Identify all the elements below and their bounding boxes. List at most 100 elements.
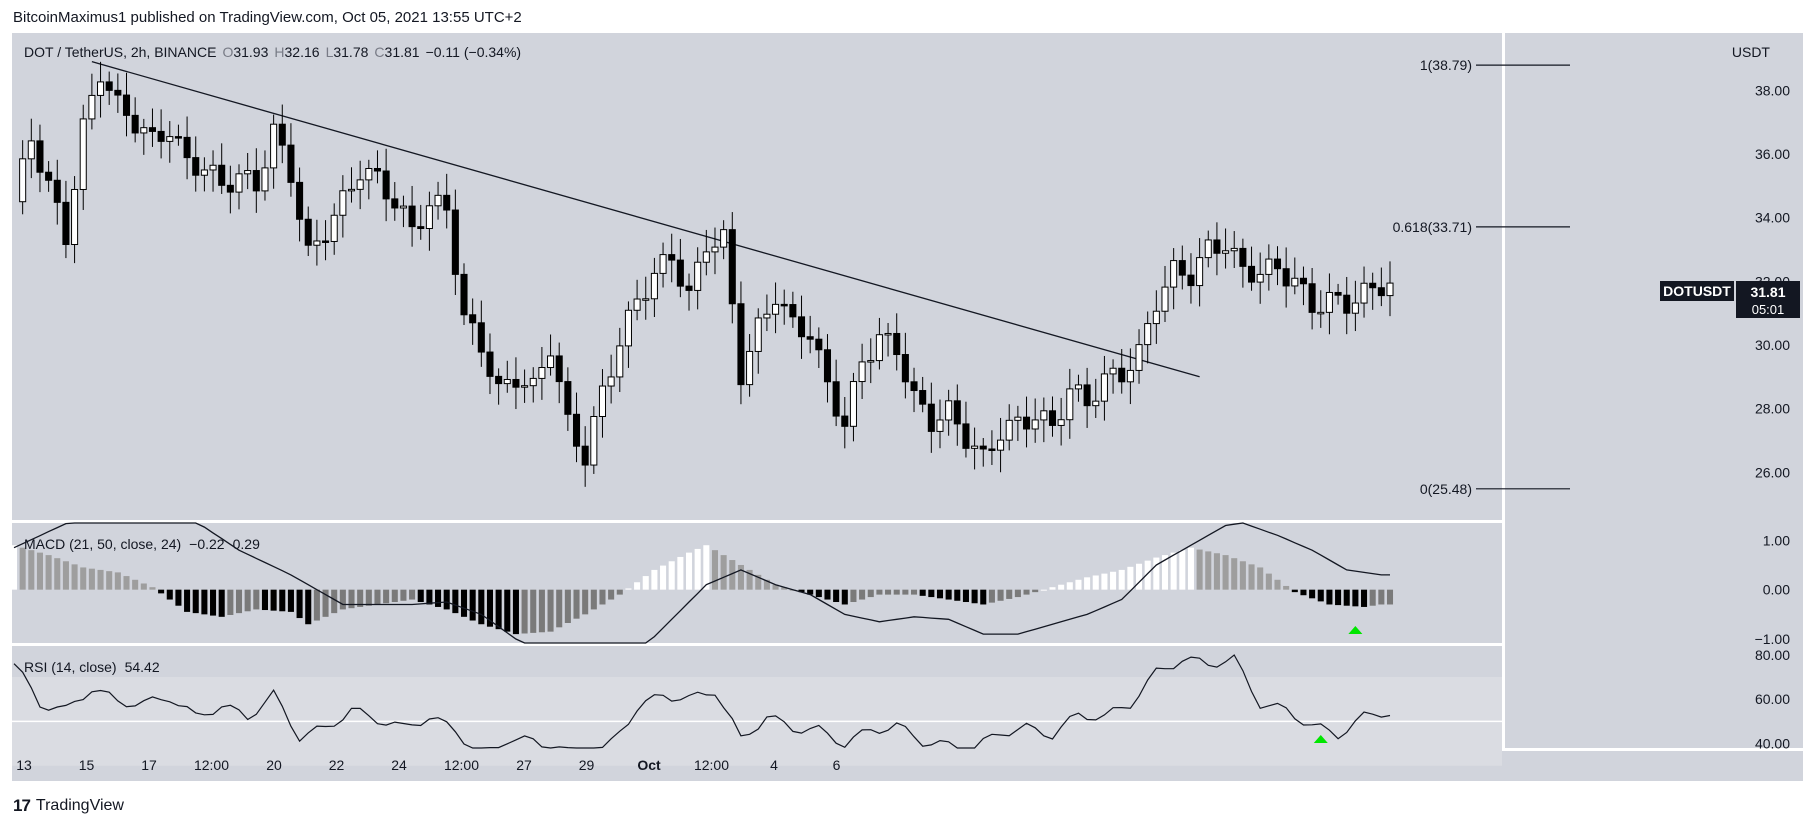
macd-hist-bar-6 (62, 561, 69, 590)
macd-hist-bar-126 (1101, 573, 1108, 590)
fib-label-2: 0(25.48) (1420, 481, 1472, 497)
candle-body-9 (88, 94, 96, 120)
macd-hist-bar-115 (1006, 589, 1013, 599)
candle-body-30 (270, 123, 278, 169)
macd-hist-bar-62 (547, 589, 554, 632)
candle-body-35 (313, 240, 321, 246)
candle-body-16 (148, 127, 156, 132)
candle-body-143 (1248, 265, 1256, 283)
macd-hist-bar-71 (625, 588, 632, 590)
macd-hist-bar-36 (322, 589, 329, 617)
candle-body-122 (1066, 388, 1074, 421)
macd-hist-bar-119 (1040, 589, 1047, 591)
candle-body-46 (408, 205, 416, 228)
macd-hist-bar-96 (841, 589, 848, 605)
candle-body-5 (53, 179, 61, 203)
candle-body-127 (1109, 367, 1117, 375)
candle-body-133 (1161, 286, 1169, 312)
time-tick-4: 20 (266, 757, 282, 773)
svg-text:MACD (21, 50, close, 24)−0.220: MACD (21, 50, close, 24) −0.22 0.29 (24, 536, 260, 552)
candle-body-19 (174, 136, 182, 139)
candle-body-3 (36, 140, 44, 173)
macd-hist-bar-146 (1274, 579, 1281, 590)
candle-body-27 (244, 170, 252, 175)
candle-body-29 (261, 167, 269, 192)
macd-hist-bar-38 (339, 589, 346, 610)
candle-body-130 (1135, 344, 1143, 371)
macd-hist-bar-53 (469, 589, 476, 621)
macd-hist-bar-39 (348, 589, 355, 609)
candle-body-145 (1265, 258, 1273, 275)
macd-hist-bar-28 (253, 589, 260, 610)
macd-hist-bar-105 (919, 589, 926, 596)
macd-hist-bar-154 (1343, 589, 1350, 606)
candle-body-103 (901, 354, 909, 383)
candle-body-90 (789, 304, 797, 318)
candle-body-17 (157, 130, 165, 142)
macd-hist-bar-155 (1352, 589, 1359, 607)
macd-hist-bar-72 (634, 582, 641, 590)
price-pane[interactable] (12, 33, 1502, 520)
candle-body-134 (1170, 260, 1178, 288)
candle-body-34 (304, 218, 312, 246)
macd-hist-bar-64 (564, 589, 571, 623)
macd-hist-bar-128 (1118, 569, 1125, 590)
macd-hist-bar-113 (988, 589, 995, 603)
candle-body-157 (1369, 282, 1377, 289)
price-axis[interactable] (1505, 33, 1803, 748)
macd-hist-bar-138 (1205, 551, 1212, 590)
macd-hist-bar-92 (807, 589, 814, 595)
candle-body-109 (953, 400, 961, 425)
macd-hist-bar-145 (1265, 573, 1272, 590)
candle-body-105 (919, 390, 927, 405)
candle-body-138 (1204, 239, 1212, 259)
descending-trendline (91, 61, 1200, 378)
candle-body-65 (572, 413, 581, 447)
macd-hist-bar-139 (1213, 553, 1220, 590)
macd-tick-2: −1.00 (1755, 631, 1791, 647)
last-price-tag: DOTUSDT 31.81 05:01 (1660, 281, 1800, 318)
candle-body-139 (1213, 239, 1221, 254)
footer-brand[interactable]: 17 TradingView (13, 796, 124, 816)
open-value: 31.93 (233, 44, 268, 60)
macd-hist-bar-40 (357, 589, 364, 607)
macd-hist-bar-129 (1127, 566, 1134, 590)
macd-hist-bar-144 (1257, 567, 1264, 590)
macd-hist-bar-151 (1317, 589, 1324, 602)
macd-hist-bar-48 (426, 589, 433, 605)
macd-hist-bar-27 (244, 589, 251, 612)
macd-tick-1: 0.00 (1763, 582, 1790, 598)
price-tick-6: 26.00 (1755, 464, 1790, 480)
candle-body-37 (330, 214, 338, 242)
macd-hist-bar-116 (1014, 589, 1021, 598)
candle-body-99 (867, 360, 875, 363)
macd-hist-bar-15 (140, 583, 147, 590)
candle-body-111 (971, 445, 979, 449)
macd-hist-bar-51 (452, 589, 459, 614)
close-value: 31.81 (385, 44, 420, 60)
time-tick-6: 24 (391, 757, 407, 773)
macd-hist-bar-17 (158, 589, 165, 594)
candle-body-20 (183, 136, 191, 159)
candle-body-10 (97, 81, 105, 96)
macd-hist-bar-83 (729, 560, 736, 590)
candle-body-62 (547, 355, 555, 369)
last-price-value: 31.81 (1750, 284, 1785, 300)
candle-body-94 (823, 349, 832, 383)
time-tick-9: 29 (579, 757, 595, 773)
macd-hist-bar-31 (279, 589, 286, 612)
fib-label-0: 1(38.79) (1420, 57, 1472, 73)
rsi-tick-2: 40.00 (1755, 736, 1790, 752)
macd-hist-bar-99 (867, 589, 874, 598)
macd-hist-bar-37 (331, 589, 338, 614)
candle-body-66 (581, 445, 589, 466)
candle-body-24 (218, 164, 226, 186)
macd-value-1: −0.22 (189, 536, 225, 552)
tradingview-logo-icon: 17 (13, 796, 31, 815)
candle-body-136 (1187, 274, 1195, 287)
candle-body-91 (797, 316, 806, 338)
macd-hist-bar-77 (677, 556, 684, 590)
candle-body-56 (495, 375, 503, 385)
